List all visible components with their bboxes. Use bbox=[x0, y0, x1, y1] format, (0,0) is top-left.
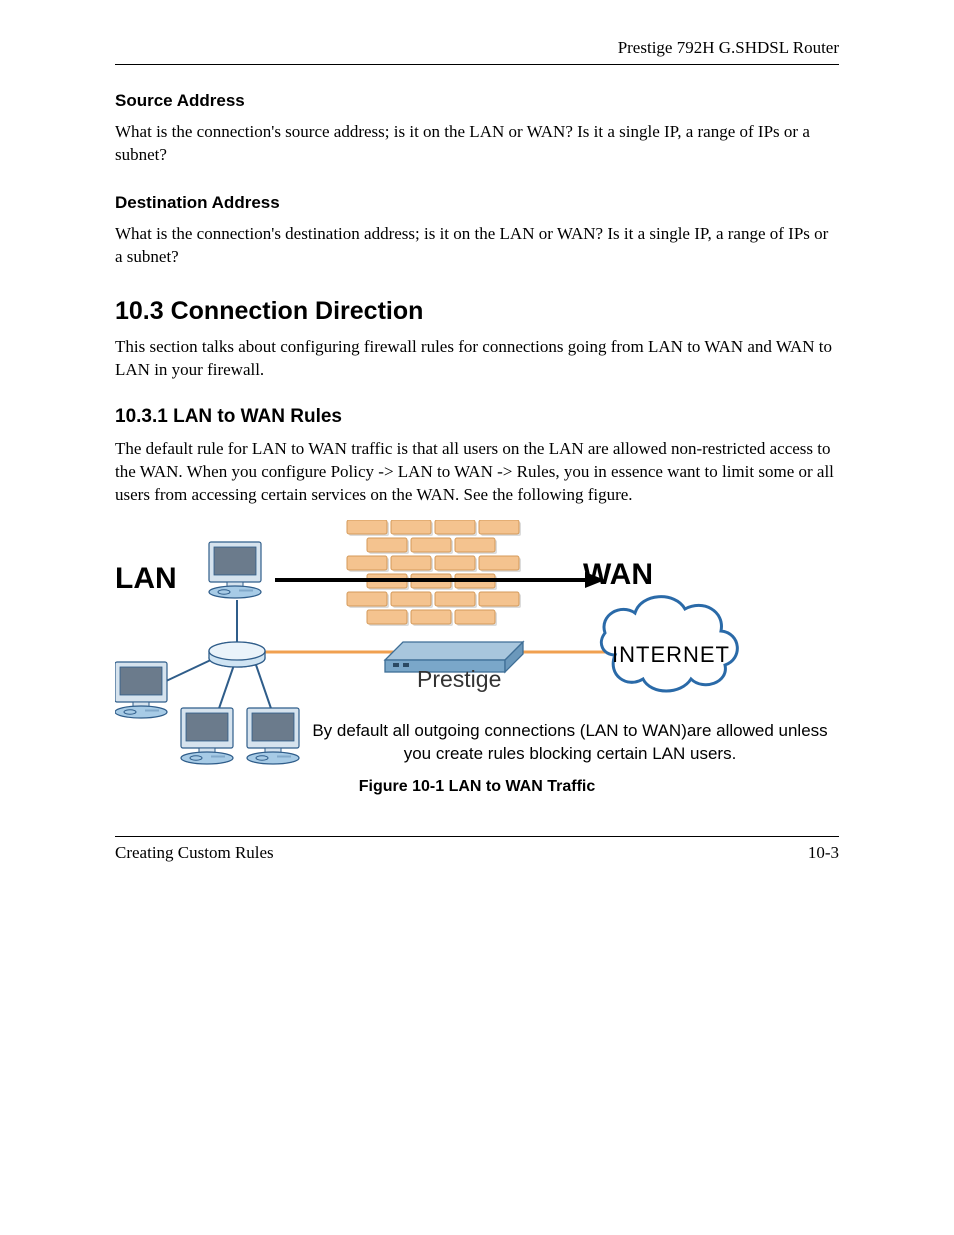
page: Prestige 792H G.SHDSL Router Source Addr… bbox=[0, 0, 954, 1235]
text-destination-address: What is the connection's destination add… bbox=[115, 223, 839, 269]
footer-right: 10-3 bbox=[808, 843, 839, 863]
firewall-icon bbox=[347, 520, 521, 626]
footer-left: Creating Custom Rules bbox=[115, 843, 274, 863]
figure-label-internet: INTERNET bbox=[612, 642, 730, 668]
monitor-icon bbox=[247, 708, 299, 764]
monitor-icon bbox=[181, 708, 233, 764]
heading-source-address: Source Address bbox=[115, 91, 839, 111]
figure-caption: Figure 10-1 LAN to WAN Traffic bbox=[115, 778, 839, 796]
monitor-icon bbox=[209, 542, 261, 598]
figure-label-prestige: Prestige bbox=[417, 666, 501, 693]
figure-label-lan: LAN bbox=[115, 562, 177, 596]
heading-connection-direction: 10.3 Connection Direction bbox=[115, 297, 839, 326]
text-lan-to-wan: The default rule for LAN to WAN traffic … bbox=[115, 438, 839, 507]
text-source-address: What is the connection's source address;… bbox=[115, 121, 839, 167]
header-title: Prestige 792H G.SHDSL Router bbox=[115, 38, 839, 65]
heading-lan-to-wan: 10.3.1 LAN to WAN Rules bbox=[115, 406, 839, 428]
monitor-icon bbox=[115, 662, 167, 718]
hub-icon bbox=[209, 642, 265, 667]
figure-note: By default all outgoing connections (LAN… bbox=[310, 720, 830, 764]
footer: Creating Custom Rules 10-3 bbox=[115, 836, 839, 863]
figure-label-wan: WAN bbox=[583, 558, 653, 592]
text-connection-direction: This section talks about configuring fir… bbox=[115, 336, 839, 382]
heading-destination-address: Destination Address bbox=[115, 193, 839, 213]
figure-lan-to-wan: LAN WAN Prestige INTERNET By default all… bbox=[115, 520, 839, 768]
